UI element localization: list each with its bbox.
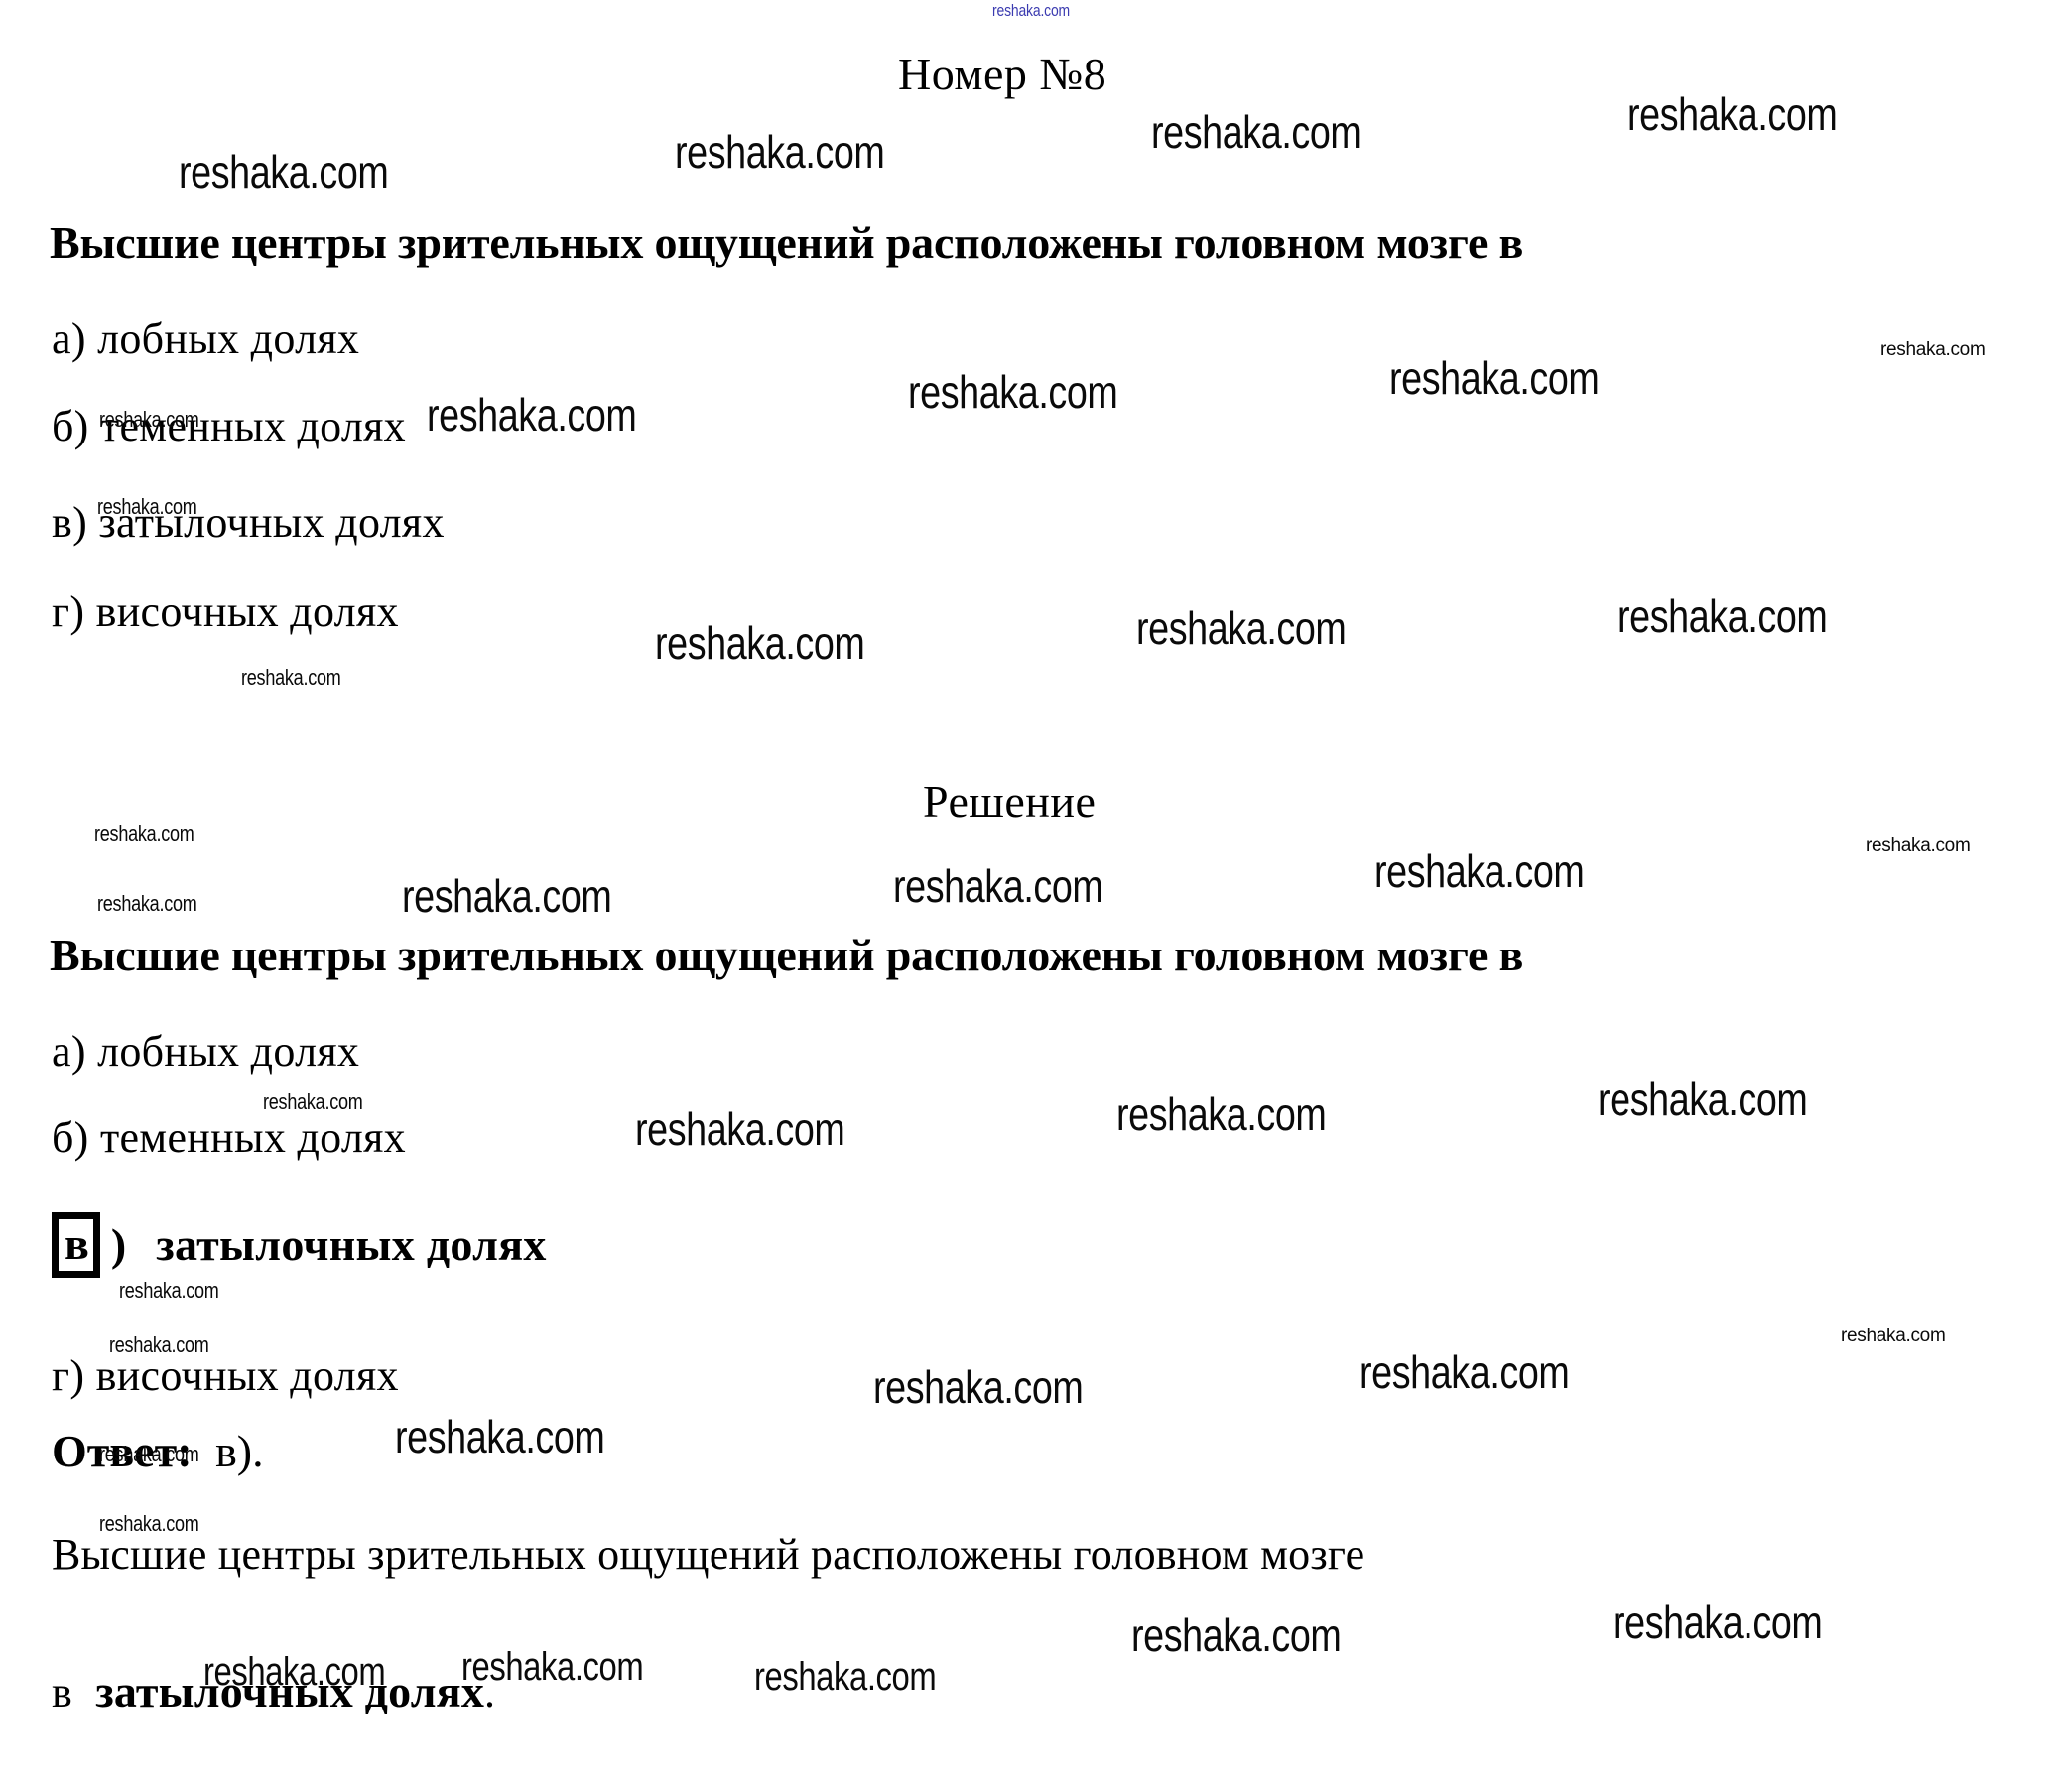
- conclusion-suffix: .: [484, 1668, 496, 1716]
- solution-option-v-selected: в ) затылочных долях: [52, 1212, 547, 1278]
- solution-option-b: б) теменных долях: [52, 1116, 406, 1160]
- option-g-label: височных долях: [95, 587, 399, 636]
- solution-option-a-letter: а): [52, 1027, 86, 1076]
- selected-answer-paren: ): [110, 1219, 127, 1270]
- option-v: в) затылочных долях: [52, 501, 445, 545]
- conclusion-line-2: в затылочных долях.: [52, 1669, 495, 1714]
- option-v-letter: в): [52, 498, 88, 547]
- conclusion-line-1: Высшие центры зрительных ощущений распол…: [52, 1530, 1365, 1579]
- answer-label: Ответ:: [52, 1426, 193, 1476]
- solution-heading: Решение: [923, 776, 1097, 826]
- option-b: б) теменных долях: [52, 405, 406, 448]
- option-v-label: затылочных долях: [98, 498, 445, 547]
- option-a-label: лобных долях: [97, 315, 360, 363]
- option-a-letter: а): [52, 315, 86, 363]
- selected-answer-box: в: [52, 1212, 101, 1278]
- question-heading: Высшие центры зрительных ощущений распол…: [50, 217, 1524, 268]
- solution-option-g-letter: г): [52, 1351, 85, 1400]
- option-b-letter: б): [52, 402, 89, 450]
- option-b-label: теменных долях: [99, 402, 406, 450]
- option-g-letter: г): [52, 587, 85, 636]
- conclusion-emphasis: затылочных долях: [95, 1666, 485, 1716]
- solution-question-heading: Высшие центры зрительных ощущений распол…: [50, 930, 1524, 980]
- option-g: г) височных долях: [52, 590, 399, 634]
- solution-option-a: а) лобных долях: [52, 1030, 359, 1074]
- page-title: Номер №8: [898, 49, 1107, 99]
- solution-option-g: г) височных долях: [52, 1354, 399, 1398]
- answer-value: в).: [215, 1426, 264, 1476]
- option-a: а) лобных долях: [52, 317, 359, 361]
- solution-option-v-label: затылочных долях: [156, 1219, 547, 1270]
- solution-option-b-letter: б): [52, 1113, 89, 1162]
- solution-option-g-label: височных долях: [95, 1351, 399, 1400]
- solution-option-b-label: теменных долях: [99, 1113, 406, 1162]
- solution-option-a-label: лобных долях: [97, 1027, 360, 1076]
- answer-line: Ответ: в).: [52, 1429, 264, 1474]
- conclusion-connector: в: [52, 1668, 72, 1716]
